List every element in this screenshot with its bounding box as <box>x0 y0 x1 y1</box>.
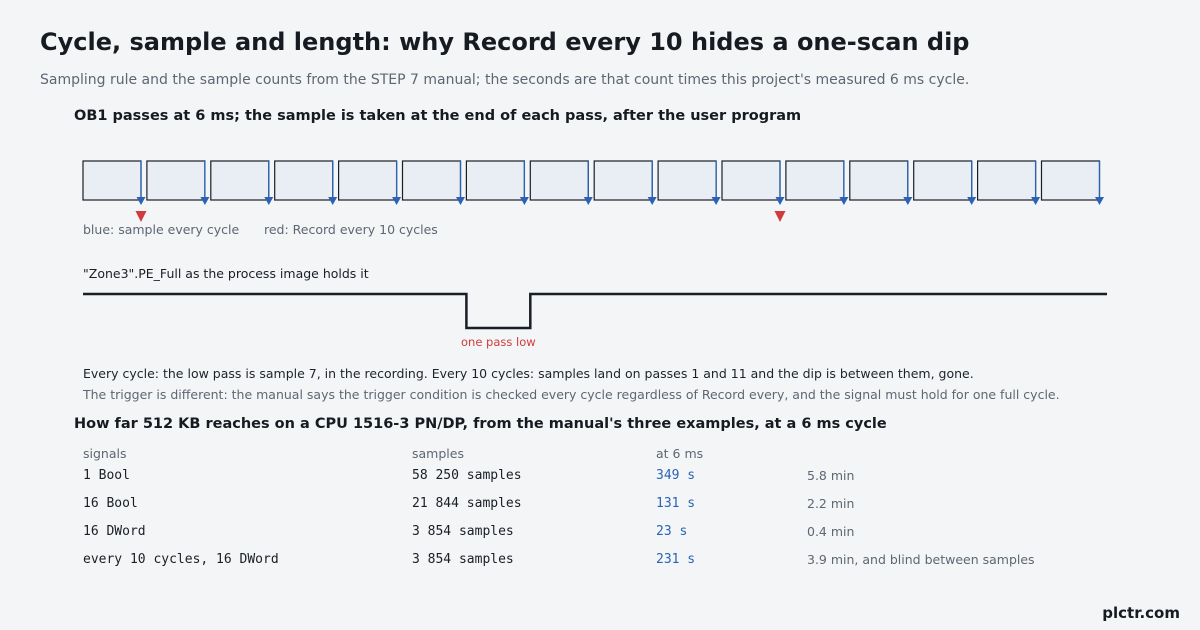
sample-marker-blue <box>200 197 210 205</box>
sample-marker-blue <box>711 197 721 205</box>
cycle-box <box>976 160 1037 201</box>
column-header-signals: signals <box>83 446 127 461</box>
table-row: every 10 cycles, 16 DWord 3 854 samples … <box>0 552 1200 576</box>
cycle-box <box>274 160 334 201</box>
cell-samples: 58 250 samples <box>412 468 522 483</box>
legend-red-label: red: Record every 10 cycles <box>264 222 438 237</box>
cell-minutes: 3.9 min, and blind between samples <box>807 552 1035 567</box>
cycle-box <box>146 160 206 201</box>
sample-marker-red <box>135 211 147 222</box>
sample-marker-blue <box>775 197 785 205</box>
sample-marker-blue <box>456 197 465 205</box>
cycle-box <box>913 160 973 201</box>
signal-label: "Zone3".PE_Full as the process image hol… <box>83 266 369 281</box>
sample-marker-blue <box>264 197 274 205</box>
sample-marker-blue <box>1031 197 1041 205</box>
cycle-box <box>401 160 462 201</box>
sample-marker-blue <box>1095 197 1104 205</box>
cycle-box <box>210 160 270 201</box>
sample-marker-blue <box>967 197 977 205</box>
cell-seconds: 23 s <box>656 524 688 539</box>
cell-seconds: 231 s <box>656 552 696 567</box>
sample-marker-blue <box>392 197 402 205</box>
sample-marker-blue <box>903 197 913 205</box>
cycle-box <box>465 160 525 201</box>
note-every-cycle: Every cycle: the low pass is sample 7, i… <box>83 366 974 381</box>
sample-marker-blue <box>136 197 146 205</box>
cell-samples: 3 854 samples <box>412 524 514 539</box>
sample-marker-blue <box>647 197 657 205</box>
page-subtitle: Sampling rule and the sample counts from… <box>40 72 970 88</box>
cell-signals: 1 Bool <box>83 468 130 483</box>
cell-minutes: 0.4 min <box>807 524 855 539</box>
cycle-box <box>849 160 909 201</box>
dip-label: one pass low <box>461 335 536 349</box>
cell-minutes: 2.2 min <box>807 496 855 511</box>
cell-signals: every 10 cycles, 16 DWord <box>83 552 279 567</box>
cycle-box <box>657 160 717 201</box>
page-title: Cycle, sample and length: why Record eve… <box>40 28 970 56</box>
cell-signals: 16 Bool <box>83 496 138 511</box>
cycle-box <box>785 160 845 201</box>
table-row: 16 DWord 3 854 samples 23 s 0.4 min <box>0 524 1200 548</box>
legend-blue-label: blue: sample every cycle <box>83 222 240 237</box>
signal-trace <box>83 292 1107 330</box>
cycle-box <box>721 160 781 201</box>
table-row: 1 Bool 58 250 samples 349 s 5.8 min <box>0 468 1200 492</box>
cycle-row <box>82 160 1101 201</box>
cycle-box <box>82 160 142 201</box>
cycle-sampling-diagram: blue: sample every cycle red: Record eve… <box>82 160 1107 349</box>
note-trigger: The trigger is different: the manual say… <box>83 387 1060 402</box>
sample-markers <box>135 161 1104 222</box>
section-heading-memory: How far 512 KB reaches on a CPU 1516-3 P… <box>74 416 887 432</box>
brand-logo-text: plctr.com <box>1102 604 1180 622</box>
sample-marker-blue <box>583 197 593 205</box>
cell-minutes: 5.8 min <box>807 468 855 483</box>
cycle-box <box>338 160 398 201</box>
cell-samples: 21 844 samples <box>412 496 522 511</box>
sample-marker-blue <box>519 197 529 205</box>
table-row: 16 Bool 21 844 samples 131 s 2.2 min <box>0 496 1200 520</box>
cycle-box <box>1040 160 1101 201</box>
sample-marker-red <box>774 211 786 222</box>
cell-signals: 16 DWord <box>83 524 146 539</box>
cycle-box <box>593 160 653 201</box>
column-header-samples: samples <box>412 446 464 461</box>
column-header-seconds: at 6 ms <box>656 446 704 461</box>
cycle-box <box>529 160 589 201</box>
section-heading-cycles: OB1 passes at 6 ms; the sample is taken … <box>74 108 802 124</box>
cell-samples: 3 854 samples <box>412 552 514 567</box>
sample-marker-blue <box>839 197 849 205</box>
cell-seconds: 349 s <box>656 468 696 483</box>
sample-marker-blue <box>328 197 338 205</box>
cell-seconds: 131 s <box>656 496 696 511</box>
